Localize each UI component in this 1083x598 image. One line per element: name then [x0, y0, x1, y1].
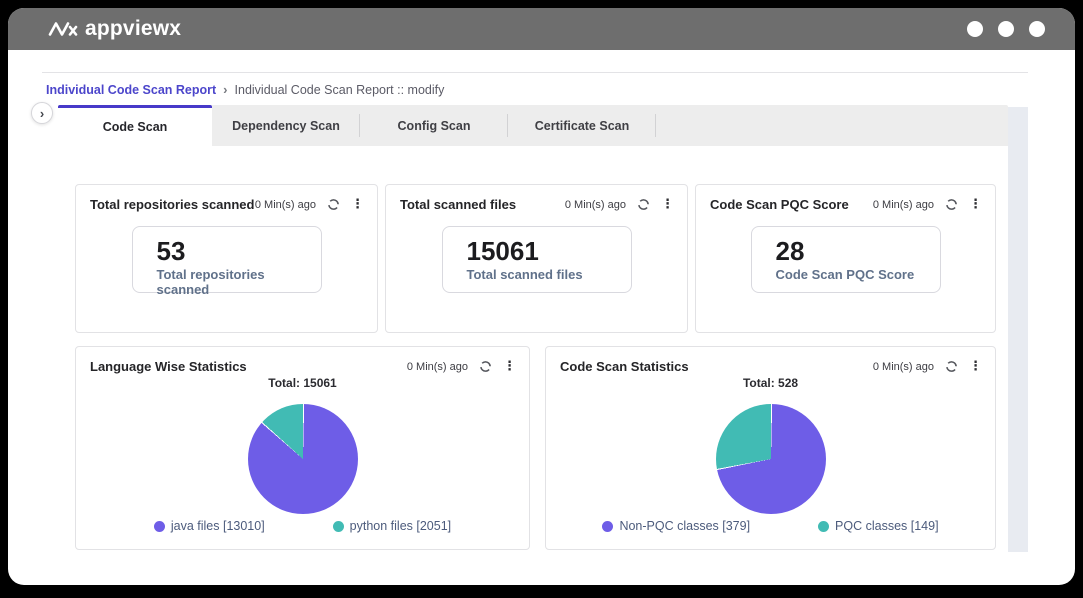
card-title: Total scanned files: [400, 197, 517, 212]
tab-certificate-scan[interactable]: Certificate Scan: [508, 105, 656, 146]
stat-value: 28: [775, 236, 805, 266]
tab-config-scan[interactable]: Config Scan: [360, 105, 508, 146]
window-controls: [967, 21, 1045, 37]
last-updated-text: 0 Min(s) ago: [564, 198, 626, 211]
legend-label: java files [13010]: [170, 519, 265, 533]
legend-label: PQC classes [149]: [835, 519, 939, 533]
breadcrumb-link[interactable]: Individual Code Scan Report: [46, 82, 217, 97]
tab-label: Dependency Scan: [232, 118, 340, 133]
chart-legend: Non-PQC classes [379] PQC classes [149]: [546, 519, 995, 533]
stat-box: 15061 Total scanned files: [441, 226, 632, 293]
stat-caption: Total scanned files: [466, 266, 583, 282]
legend-dot: [332, 520, 344, 532]
card-header: Code Scan Statistics 0 Min(s) ago ⋮: [546, 347, 995, 374]
window-control-dot[interactable]: [967, 21, 983, 37]
top-bar: appviewx: [8, 8, 1075, 50]
legend-dot: [818, 520, 830, 532]
tab-dependency-scan[interactable]: Dependency Scan: [212, 105, 360, 146]
breadcrumb: Individual Code Scan Report › Individual…: [46, 82, 444, 97]
chart-card-language-wise: Language Wise Statistics 0 Min(s) ago ⋮ …: [75, 346, 530, 550]
legend-dot: [602, 520, 614, 532]
stat-value: 53: [156, 236, 186, 266]
chevron-right-icon: ›: [39, 105, 45, 121]
chevron-right-icon: ›: [223, 82, 228, 97]
legend-label: Non-PQC classes [379]: [619, 519, 751, 533]
kebab-menu-icon[interactable]: ⋮: [969, 359, 982, 374]
tab-label: Config Scan: [397, 118, 471, 133]
legend-dot: [153, 520, 165, 532]
tab-code-scan[interactable]: Code Scan: [58, 105, 212, 146]
app-window: appviewx Individual Code Scan Report › I…: [8, 8, 1075, 585]
legend-label: python files [2051]: [349, 519, 452, 533]
kebab-menu-icon[interactable]: ⋮: [969, 197, 982, 212]
window-control-dot[interactable]: [998, 21, 1014, 37]
card-title: Code Scan PQC Score: [710, 197, 849, 212]
legend-item[interactable]: Non-PQC classes [379]: [602, 519, 750, 533]
refresh-icon[interactable]: [327, 198, 340, 211]
kebab-menu-icon[interactable]: ⋮: [351, 197, 364, 212]
divider: [42, 72, 1028, 73]
chart-title: Code Scan Statistics: [560, 359, 689, 374]
pie-chart-code-scan[interactable]: [715, 404, 826, 514]
refresh-icon[interactable]: [945, 360, 958, 373]
scrollbar-track[interactable]: [1008, 107, 1028, 552]
sidebar-expand-button[interactable]: ›: [31, 102, 53, 124]
card-title: Total repositories scanned: [90, 197, 255, 212]
stat-caption: Code Scan PQC Score: [775, 266, 915, 282]
kebab-menu-icon[interactable]: ⋮: [503, 359, 516, 374]
appviewx-logo: appviewx: [48, 17, 181, 41]
last-updated-text: 0 Min(s) ago: [406, 360, 468, 373]
stat-value: 15061: [466, 236, 539, 266]
tab-bar: Code Scan Dependency Scan Config Scan Ce…: [58, 105, 1008, 146]
refresh-icon[interactable]: [479, 360, 492, 373]
legend-item[interactable]: java files [13010]: [153, 519, 265, 533]
window-control-dot[interactable]: [1029, 21, 1045, 37]
chart-card-code-scan-statistics: Code Scan Statistics 0 Min(s) ago ⋮ Tota…: [545, 346, 996, 550]
card-header: Code Scan PQC Score 0 Min(s) ago ⋮: [696, 185, 995, 212]
chart-legend: java files [13010] python files [2051]: [76, 519, 529, 533]
stat-card-total-repositories: Total repositories scanned 0 Min(s) ago …: [75, 184, 378, 333]
stat-card-pqc-score: Code Scan PQC Score 0 Min(s) ago ⋮ 28 Co…: [695, 184, 996, 333]
tab-label: Code Scan: [102, 120, 168, 134]
kebab-menu-icon[interactable]: ⋮: [661, 197, 674, 212]
refresh-icon[interactable]: [637, 198, 650, 211]
stat-card-total-scanned-files: Total scanned files 0 Min(s) ago ⋮ 15061…: [385, 184, 688, 333]
chart-title: Language Wise Statistics: [90, 359, 247, 374]
stat-caption: Total repositories scanned: [156, 266, 265, 297]
legend-item[interactable]: PQC classes [149]: [818, 519, 939, 533]
refresh-icon[interactable]: [945, 198, 958, 211]
last-updated-text: 0 Min(s) ago: [254, 198, 316, 211]
card-header: Language Wise Statistics 0 Min(s) ago ⋮: [76, 347, 529, 374]
logo-text: appviewx: [85, 17, 182, 40]
last-updated-text: 0 Min(s) ago: [872, 198, 934, 211]
appviewx-logo-icon: [48, 18, 78, 40]
chart-total-label: Total: 15061: [268, 376, 337, 390]
tab-label: Certificate Scan: [534, 118, 630, 133]
pie-chart-language-wise[interactable]: [247, 404, 358, 514]
last-updated-text: 0 Min(s) ago: [872, 360, 934, 373]
chart-total-label: Total: 528: [742, 376, 799, 390]
stat-box: 28 Code Scan PQC Score: [750, 226, 941, 293]
stat-box: 53 Total repositories scanned: [131, 226, 322, 297]
card-header: Total scanned files 0 Min(s) ago ⋮: [386, 185, 687, 212]
breadcrumb-current: Individual Code Scan Report :: modify: [234, 82, 445, 97]
card-header: Total repositories scanned 0 Min(s) ago …: [76, 185, 377, 212]
legend-item[interactable]: python files [2051]: [332, 519, 452, 533]
